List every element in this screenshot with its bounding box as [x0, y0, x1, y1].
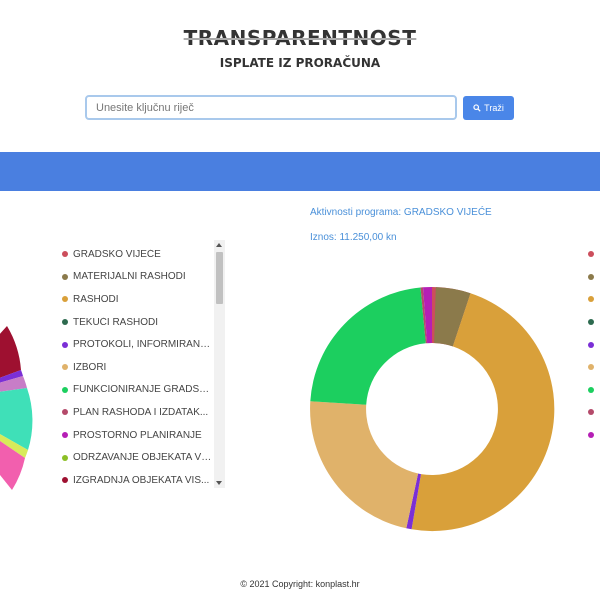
legend-dot: [588, 432, 594, 439]
page-subtitle: ISPLATE IZ PRORAČUNA: [219, 56, 381, 70]
legend-dot: [588, 364, 594, 371]
page-title: TRANSPARENTNOST: [183, 26, 417, 50]
legend-item[interactable]: [588, 379, 600, 402]
donut-slice-protokoli[interactable]: [406, 473, 421, 530]
legend-item[interactable]: RASHODI: [62, 288, 212, 311]
legend-dot: [62, 432, 68, 439]
pie-slice-funkcioniranje[interactable]: [0, 388, 33, 450]
results-banner: [0, 152, 600, 191]
chart-legend-right: [588, 243, 600, 446]
program-info: Aktivnosti programa: GRADSKO VIJEĆE: [310, 207, 492, 218]
legend-item[interactable]: [588, 424, 600, 447]
legend-dot: [588, 409, 594, 416]
pie-slice-protokoli[interactable]: [0, 370, 23, 400]
legend-item[interactable]: [588, 333, 600, 356]
legend-dot: [62, 341, 68, 348]
activity-donut-chart: [310, 286, 555, 532]
search-button-label: Traži: [484, 103, 504, 113]
donut-slice-materijalni-rashodi[interactable]: [434, 287, 471, 347]
legend-dot: [62, 409, 68, 416]
chart-legend: GRADSKO VIJEĆE MATERIJALNI RASHODI RASHO…: [62, 243, 212, 487]
scrollbar-thumb[interactable]: [216, 252, 223, 304]
legend-dot: [588, 319, 594, 326]
legend-item[interactable]: ODRŽAVANJE OBJEKATA VI...: [62, 446, 212, 469]
scroll-up-icon[interactable]: [216, 243, 222, 247]
legend-dot: [588, 386, 594, 393]
donut-slice-rashodi[interactable]: [411, 293, 555, 532]
pie-slice-prostorno[interactable]: [0, 376, 27, 400]
scroll-down-icon[interactable]: [216, 481, 222, 485]
donut-slice-funkcioniranje[interactable]: [310, 287, 426, 405]
legend-dot: [588, 251, 594, 258]
legend-dot: [62, 364, 68, 371]
legend-item[interactable]: [588, 356, 600, 379]
legend-item[interactable]: TEKUĆI RASHODI: [62, 311, 212, 334]
legend-item[interactable]: FUNKCIONIRANJE GRADSK...: [62, 379, 212, 402]
legend-item[interactable]: [588, 401, 600, 424]
legend-item[interactable]: PROSTORNO PLANIRANJE: [62, 424, 212, 447]
footer-copyright: © 2021 Copyright: konplast.hr: [240, 579, 360, 589]
donut-slice-plan[interactable]: [420, 287, 428, 344]
program-pie-chart: [0, 326, 33, 490]
search-icon: [473, 104, 481, 112]
legend-item[interactable]: PLAN RASHODA I IZDATAK...: [62, 401, 212, 424]
donut-slice-prostorno[interactable]: [423, 286, 432, 344]
legend-dot: [62, 296, 68, 303]
pie-slice-odrzavanje[interactable]: [0, 400, 28, 458]
legend-item[interactable]: [588, 311, 600, 334]
legend-item[interactable]: [588, 243, 600, 266]
search-input[interactable]: [85, 95, 457, 120]
legend-dot: [588, 273, 594, 280]
legend-dot: [588, 341, 594, 348]
legend-dot: [62, 477, 68, 484]
legend-dot: [62, 454, 68, 461]
search-button[interactable]: Traži: [463, 96, 514, 120]
pie-slice-other[interactable]: [0, 400, 25, 490]
legend-item[interactable]: IZBORI: [62, 356, 212, 379]
legend-scrollbar[interactable]: [214, 240, 225, 488]
legend-dot: [62, 319, 68, 326]
legend-dot: [588, 296, 594, 303]
legend-item[interactable]: IZGRADNJA OBJEKATA VIS...: [62, 469, 212, 487]
donut-slice-izbori[interactable]: [310, 401, 419, 529]
legend-dot: [62, 273, 68, 280]
legend-item[interactable]: PROTOKOLI, INFORMIRANJ...: [62, 333, 212, 356]
legend-dot: [62, 251, 68, 258]
legend-item[interactable]: GRADSKO VIJEĆE: [62, 243, 212, 266]
legend-item[interactable]: MATERIJALNI RASHODI: [62, 266, 212, 289]
legend-item[interactable]: [588, 288, 600, 311]
legend-item[interactable]: [588, 266, 600, 289]
pie-slice-izgradnja[interactable]: [0, 326, 21, 400]
amount-info: Iznos: 11.250,00 kn: [310, 232, 397, 243]
legend-dot: [62, 386, 68, 393]
